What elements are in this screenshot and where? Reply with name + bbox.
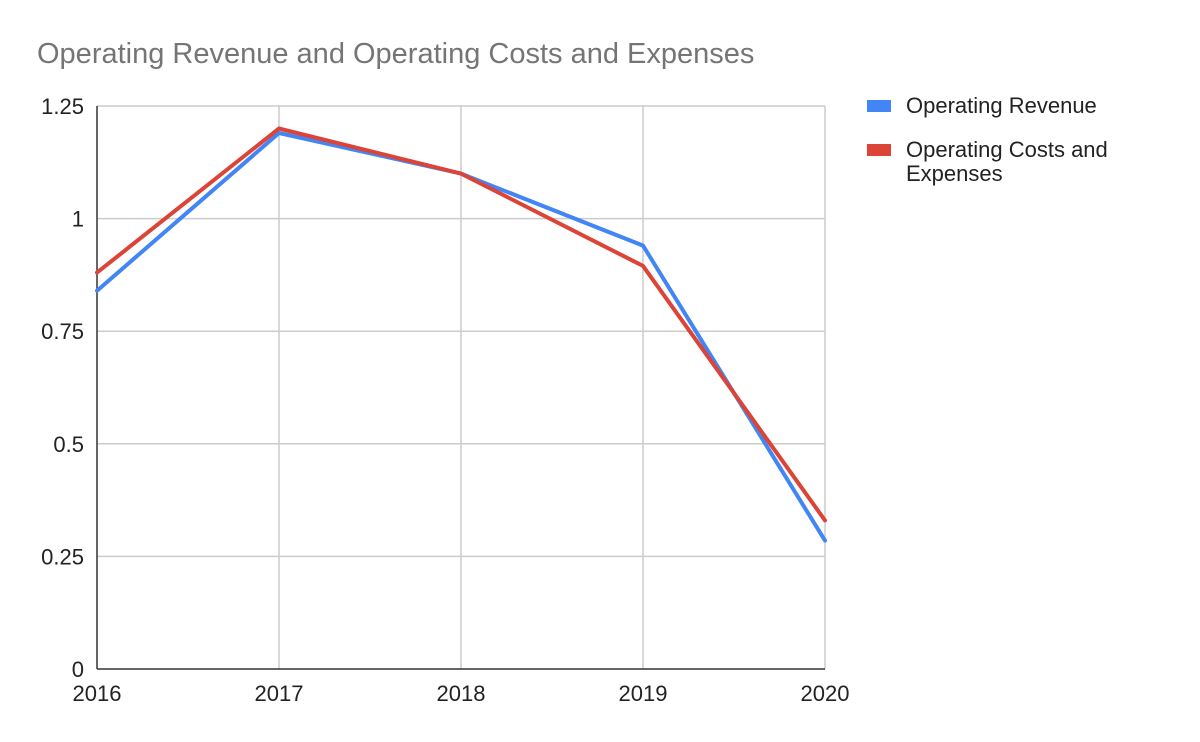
y-tick-label: 0.5	[53, 432, 84, 457]
y-tick-label: 0	[72, 657, 84, 682]
x-tick-label: 2016	[73, 681, 122, 706]
legend-label: Operating Revenue	[906, 93, 1097, 118]
data-point	[641, 244, 645, 248]
x-tick-label: 2020	[801, 681, 850, 706]
chart-title: Operating Revenue and Operating Costs an…	[37, 38, 754, 70]
legend-label: Expenses	[906, 161, 1003, 186]
x-tick-label: 2017	[255, 681, 304, 706]
data-point	[95, 271, 99, 275]
x-tick-label: 2019	[619, 681, 668, 706]
data-point	[823, 518, 827, 522]
data-point	[277, 131, 281, 135]
legend-swatch-2	[867, 144, 891, 156]
grid	[97, 105, 826, 669]
legend-swatch-1	[867, 100, 891, 112]
legend-label: Operating Costs and	[906, 137, 1108, 162]
y-tick-label: 1	[72, 207, 84, 232]
y-tick-label: 1.25	[41, 94, 84, 119]
series-group	[95, 126, 827, 543]
axes: 0 0.25 0.5 0.75 1 1.25 2016 2017 2018 2019 2020	[41, 94, 849, 706]
data-point	[823, 539, 827, 543]
data-point	[277, 127, 281, 131]
x-tick-label: 2018	[437, 681, 486, 706]
data-point	[641, 264, 645, 268]
data-point	[95, 289, 99, 293]
y-tick-label: 0.25	[41, 544, 84, 569]
data-point	[459, 172, 463, 176]
legend: Operating Revenue Operating Costs andExpe…	[867, 93, 1108, 186]
y-tick-label: 0.75	[41, 319, 84, 344]
